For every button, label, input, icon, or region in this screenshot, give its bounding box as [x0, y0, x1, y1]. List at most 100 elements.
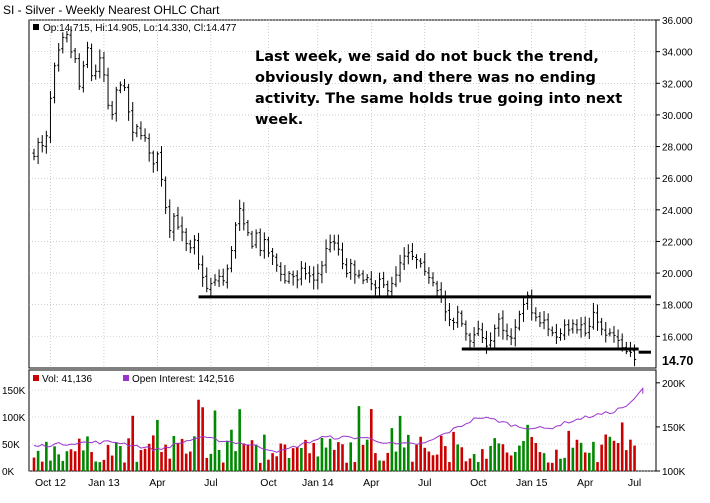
volume-bar: [588, 452, 591, 471]
volume-bar: [464, 461, 468, 471]
volume-bar: [419, 436, 422, 471]
volume-bar: [489, 445, 492, 471]
price-panel: [28, 19, 657, 369]
volume-bar: [254, 444, 258, 471]
volume-bar: [349, 442, 353, 471]
volume-bar: [472, 454, 476, 471]
x-tick-label: Apr: [577, 477, 594, 489]
volume-tick-label: 0K: [2, 467, 15, 478]
volume-bar: [94, 461, 97, 471]
volume-bar: [456, 444, 459, 471]
volume-readout: Vol: 41,136: [42, 374, 92, 385]
volume-bar: [234, 451, 237, 471]
volume-legend-swatch: [33, 375, 39, 381]
open-interest-readout: Open Interest: 142,516: [132, 374, 235, 385]
volume-bar: [90, 451, 93, 471]
volume-bar: [431, 455, 435, 471]
volume-bar: [263, 434, 266, 471]
volume-bar: [147, 443, 151, 471]
volume-bar: [604, 434, 608, 471]
volume-bar: [452, 431, 455, 471]
x-tick-label: Oct: [260, 477, 276, 489]
volume-bar: [505, 452, 509, 471]
volume-bar: [312, 442, 316, 471]
volume-bar: [332, 449, 336, 471]
volume-bar: [217, 449, 221, 471]
price-tick-label: 20.000: [662, 269, 693, 280]
price-tick-label: 34.000: [662, 48, 693, 59]
volume-bar: [287, 458, 291, 471]
volume-bar: [291, 448, 295, 471]
x-tick-label: Apr: [149, 477, 166, 489]
volume-bar: [468, 458, 472, 471]
volume-bar: [295, 446, 299, 471]
volume-bar: [538, 452, 542, 471]
volume-bar: [32, 457, 36, 471]
volume-bar: [583, 452, 587, 471]
volume-bar: [518, 445, 521, 471]
volume-bar: [283, 444, 287, 471]
volume-bar: [509, 455, 513, 471]
volume-bar: [106, 444, 110, 471]
volume-tick-label: 150K: [2, 386, 26, 397]
volume-bar: [135, 461, 139, 471]
price-tick-label: 22.000: [662, 237, 693, 248]
x-tick-label: Oct 12: [35, 477, 66, 489]
volume-bar: [110, 455, 114, 471]
oi-tick-label: 200K: [662, 379, 686, 390]
volume-bar: [435, 454, 439, 471]
volume-bar: [275, 456, 278, 471]
volume-bar: [77, 438, 81, 471]
oi-tick-label: 150K: [662, 423, 686, 434]
volume-bar: [493, 438, 496, 471]
volume-bar: [386, 452, 390, 471]
volume-bar: [361, 444, 365, 471]
volume-bar: [53, 446, 56, 471]
x-tick-label: Jan 14: [302, 477, 334, 489]
volume-bar: [119, 446, 122, 471]
volume-bar: [304, 439, 307, 471]
volume-bar: [57, 454, 60, 471]
x-tick-label: Jan 15: [516, 477, 548, 489]
volume-bar: [193, 436, 196, 471]
volume-bar: [534, 443, 538, 471]
volume-bar: [608, 436, 612, 471]
volume-bar: [415, 444, 418, 471]
price-tick-label: 18.000: [662, 301, 693, 312]
x-tick-label: Apr: [363, 477, 380, 489]
volume-bar: [365, 439, 369, 471]
volume-bar: [460, 447, 464, 471]
volume-bar: [271, 453, 274, 471]
volume-tick-label: 50K: [2, 440, 20, 451]
price-tick-label: 36.000: [662, 16, 693, 27]
volume-bar: [143, 448, 147, 471]
volume-bar: [559, 458, 562, 471]
x-tick-label: Jul: [204, 477, 217, 489]
oi-tick-label: 100K: [662, 467, 686, 478]
volume-bar: [258, 462, 262, 471]
volume-bar: [36, 450, 40, 471]
volume-bar: [341, 444, 344, 471]
volume-bar: [69, 449, 73, 471]
volume-bar: [353, 461, 357, 471]
volume-bar: [550, 462, 554, 471]
volume-bar: [579, 442, 583, 471]
volume-bar: [633, 445, 636, 471]
volume-bar: [230, 429, 233, 471]
open-interest-line: [33, 387, 644, 453]
volume-bar: [123, 462, 126, 471]
volume-bar: [308, 453, 311, 471]
volume-bar: [73, 451, 77, 471]
volume-bar: [374, 453, 377, 471]
volume-bar: [221, 462, 225, 471]
volume-bar: [423, 447, 427, 471]
volume-bar: [65, 451, 69, 471]
volume-bar: [98, 462, 102, 471]
volume-bar: [555, 449, 558, 471]
volume-bar: [522, 440, 525, 471]
volume-bar: [49, 460, 52, 471]
volume-bar: [563, 457, 566, 471]
price-tick-label: 24.000: [662, 206, 693, 217]
volume-bar: [567, 430, 571, 471]
volume-bar: [476, 462, 480, 471]
